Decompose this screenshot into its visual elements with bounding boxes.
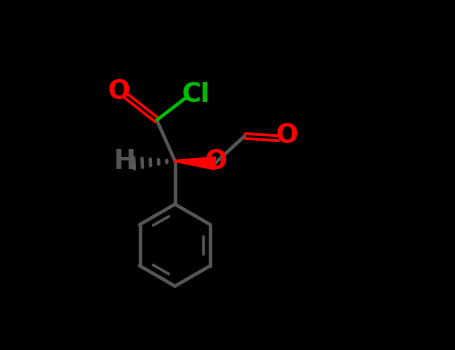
Text: O: O xyxy=(205,149,228,175)
Polygon shape xyxy=(175,157,215,169)
Text: Cl: Cl xyxy=(181,82,210,107)
Text: H: H xyxy=(113,149,135,175)
Text: O: O xyxy=(107,78,130,105)
Text: O: O xyxy=(275,124,298,149)
